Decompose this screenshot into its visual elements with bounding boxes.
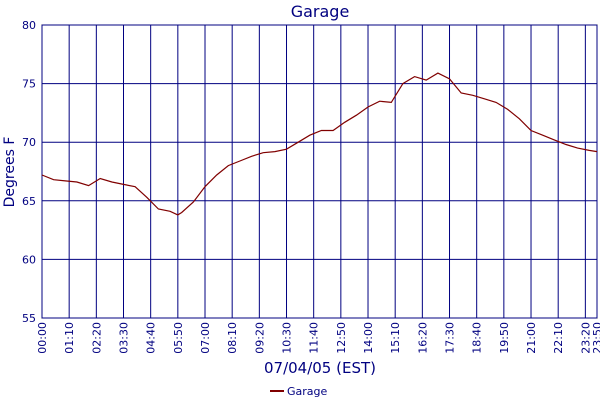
x-tick-label: 14:00 xyxy=(362,322,375,354)
data-line xyxy=(41,72,598,216)
x-tick-label: 11:40 xyxy=(308,322,321,354)
legend-label: Garage xyxy=(287,385,328,398)
y-tick-label: 55 xyxy=(22,312,36,325)
y-tick-label: 65 xyxy=(22,195,36,208)
x-tick-label: 19:50 xyxy=(498,322,511,354)
x-tick-label: 00:00 xyxy=(36,322,49,354)
x-tick-label: 17:30 xyxy=(444,322,457,354)
x-tick-label: 07:00 xyxy=(199,322,212,354)
x-tick-label: 05:50 xyxy=(172,322,185,354)
x-tick-label: 16:20 xyxy=(416,322,429,354)
x-tick-label: 15:10 xyxy=(389,322,402,354)
y-tick-label: 80 xyxy=(22,19,36,32)
x-axis-label: 07/04/05 (EST) xyxy=(264,359,376,377)
x-tick-label: 01:10 xyxy=(63,322,76,354)
y-axis-label: Degrees F xyxy=(2,137,18,208)
x-tick-label: 21:00 xyxy=(525,322,538,354)
x-tick-label: 22:10 xyxy=(552,322,565,354)
x-tick-label: 18:40 xyxy=(471,322,484,354)
y-tick-label: 75 xyxy=(22,78,36,91)
x-tick-label: 03:30 xyxy=(118,322,131,354)
x-tick-label: 12:50 xyxy=(335,322,348,354)
x-tick-label: 02:20 xyxy=(90,322,103,354)
y-tick-label: 60 xyxy=(22,253,36,266)
y-tick-label: 70 xyxy=(22,136,36,149)
x-tick-label: 04:40 xyxy=(145,322,158,354)
x-tick-label: 08:10 xyxy=(226,322,239,354)
x-tick-label: 09:20 xyxy=(253,322,266,354)
x-tick-label: 10:30 xyxy=(281,322,294,354)
chart-title: Garage xyxy=(291,2,350,21)
x-tick-label: 23:50 xyxy=(591,322,600,354)
x-tick-label: 23:20 xyxy=(579,322,592,354)
plot-area xyxy=(41,24,598,319)
